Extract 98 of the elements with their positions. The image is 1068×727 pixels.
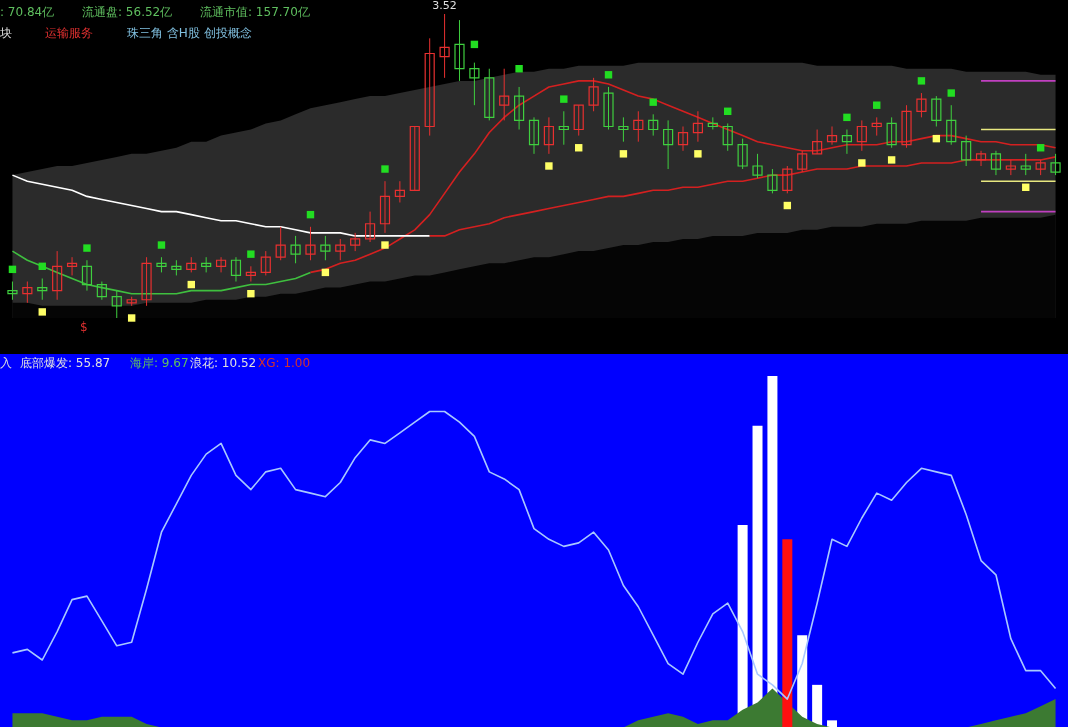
annotation: 3.52: [432, 0, 457, 12]
candlestick: [81, 259, 93, 292]
candlestick: [871, 116, 882, 137]
point: [560, 95, 568, 103]
candlestick: [901, 104, 912, 149]
point: [604, 71, 613, 79]
candlestick: [841, 129, 853, 155]
candlestick: [409, 125, 420, 191]
candlestick: [245, 265, 256, 283]
candlestick: [290, 235, 301, 264]
candlestick: [1020, 153, 1031, 176]
candlestick: [886, 116, 897, 149]
point: [649, 98, 657, 106]
point: [381, 165, 389, 173]
candlestick: [275, 226, 286, 261]
candlestick: [648, 113, 659, 137]
candlestick: [588, 77, 599, 112]
point: [873, 101, 881, 109]
candlestick: [424, 37, 435, 137]
candlestick: [782, 165, 793, 194]
candlestick: [141, 256, 152, 307]
candlestick: [856, 119, 867, 152]
candlestick: [692, 110, 704, 143]
point: [157, 241, 166, 249]
candlestick: [22, 281, 33, 304]
text: 底部爆发: 55.87: [20, 356, 111, 370]
candlestick: [931, 95, 942, 127]
candlestick: [379, 180, 391, 234]
candlestick: [767, 168, 778, 194]
candlestick: [499, 68, 510, 121]
text: XG: 1.00: [258, 356, 311, 370]
candlestick: [573, 104, 584, 137]
candlestick: [633, 110, 644, 143]
point: [381, 241, 389, 249]
candlestick: [66, 256, 78, 276]
text: 入: [0, 356, 12, 370]
candlestick: [215, 256, 227, 273]
point: [694, 150, 702, 158]
candlestick: [111, 290, 122, 319]
candlestick: [946, 104, 957, 146]
candlestick: [961, 135, 972, 167]
point: [619, 150, 628, 158]
candlestick: [812, 129, 823, 155]
candlestick: [320, 235, 331, 261]
candlestick: [484, 68, 495, 121]
candlestick: [603, 86, 614, 131]
candlestick: [618, 116, 629, 143]
text: 块: [0, 26, 12, 40]
candlestick: [990, 150, 1002, 176]
point: [515, 65, 523, 73]
candlestick: [528, 116, 540, 155]
text: 海岸: 9.67: [130, 356, 189, 370]
annotation: 珠三角 含H股 创投概念: [127, 26, 252, 40]
annotation: 流通市值: 157.70亿: [200, 5, 310, 19]
candlestick: [305, 226, 316, 261]
point: [545, 162, 553, 170]
candlestick: [37, 277, 48, 301]
point: [858, 159, 866, 167]
annotation: 流通盘: 56.52亿: [82, 5, 173, 19]
candlestick: [916, 92, 927, 118]
candlestick: [364, 211, 376, 243]
candlestick: [797, 150, 808, 173]
candlestick: [260, 250, 271, 276]
candlestick: [350, 232, 361, 252]
candlestick: [752, 153, 763, 179]
point: [247, 250, 255, 258]
candlestick: [52, 250, 63, 301]
annotation: : 70.84亿: [0, 5, 55, 19]
candlestick: [722, 122, 733, 152]
candlestick: [514, 86, 525, 131]
text: $: [80, 320, 88, 334]
candlestick: [707, 116, 718, 131]
point: [917, 77, 926, 85]
candlestick: [335, 238, 346, 261]
point: [887, 156, 896, 164]
candlestick: [663, 119, 674, 170]
text: 浪花: 10.52: [190, 356, 257, 370]
annotation: 运输服务: [45, 26, 93, 40]
point: [843, 113, 851, 122]
candlestick: [469, 62, 480, 106]
point: [83, 244, 91, 252]
candlestick: [543, 116, 554, 155]
candlestick: [975, 150, 987, 167]
candlestick: [677, 125, 689, 152]
point: [247, 289, 255, 298]
candlestick: [439, 13, 450, 79]
candlestick: [96, 281, 107, 301]
candlestick: [558, 110, 569, 146]
candlestick: [7, 281, 18, 301]
candlestick: [230, 256, 242, 283]
candlestick: [737, 138, 748, 170]
candlestick: [394, 180, 405, 203]
candlestick: [826, 125, 838, 146]
point: [947, 89, 955, 97]
candlestick: [454, 19, 465, 82]
point: [38, 308, 46, 316]
candlestick: [1050, 153, 1061, 176]
point: [127, 314, 136, 322]
